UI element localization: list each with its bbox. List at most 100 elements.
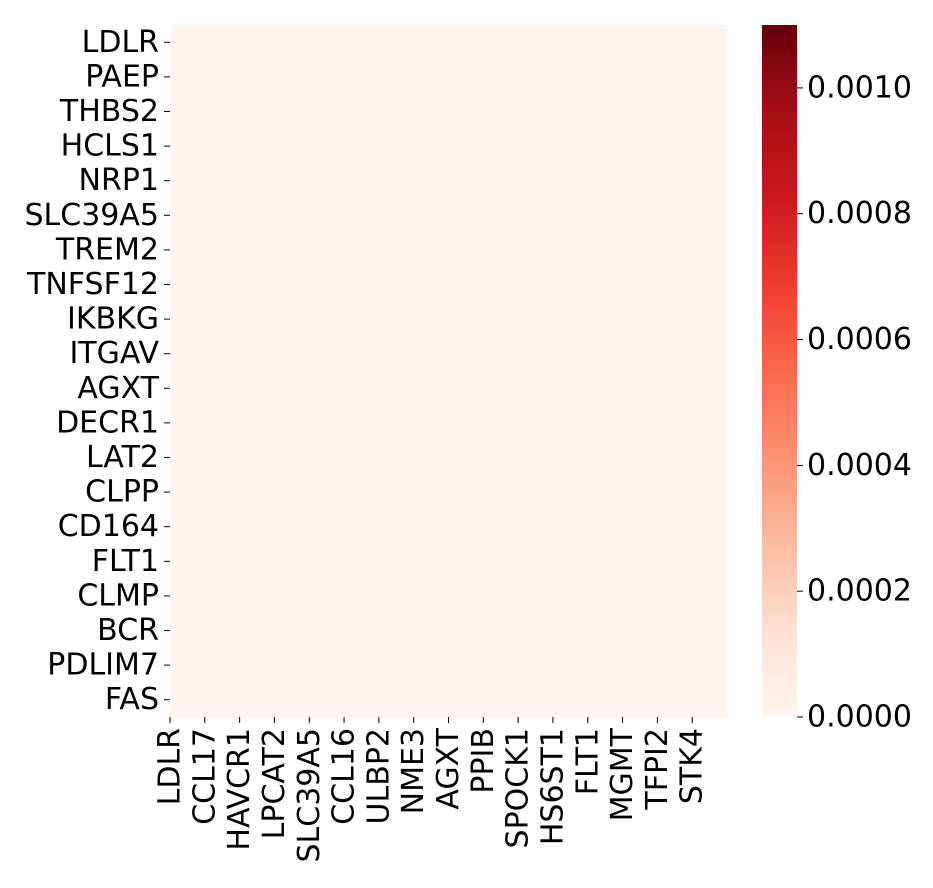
heatmap-cell bbox=[239, 613, 276, 649]
heatmap-cell bbox=[204, 440, 241, 476]
heatmap-cell bbox=[378, 128, 415, 164]
heatmap-cell bbox=[518, 267, 554, 303]
heatmap-cell bbox=[622, 613, 658, 649]
heatmap-cell bbox=[378, 25, 415, 61]
heatmap-cell bbox=[413, 301, 450, 337]
heatmap-cell bbox=[483, 405, 519, 441]
heatmap-cell bbox=[518, 509, 554, 545]
y-tick-label: TREM2 bbox=[55, 232, 159, 267]
heatmap-cell bbox=[309, 232, 345, 268]
heatmap-cell bbox=[274, 128, 310, 164]
x-tick-label: PPIB bbox=[466, 728, 501, 794]
y-tick-label: IKBKG bbox=[67, 302, 159, 337]
heatmap-cell bbox=[587, 544, 624, 580]
heatmap-cell bbox=[692, 613, 728, 649]
heatmap-cell bbox=[483, 440, 519, 476]
heatmap-cell bbox=[622, 336, 658, 372]
heatmap-cell bbox=[204, 59, 241, 95]
x-tick-label: TFPI2 bbox=[640, 728, 675, 811]
heatmap-cell bbox=[518, 440, 554, 476]
heatmap-cell bbox=[483, 163, 519, 199]
heatmap-cell bbox=[170, 163, 206, 199]
heatmap-cell bbox=[170, 128, 206, 164]
heatmap-cell bbox=[344, 128, 380, 164]
heatmap-cell bbox=[552, 25, 589, 61]
heatmap-cell bbox=[204, 198, 241, 234]
heatmap-cell bbox=[344, 336, 380, 372]
heatmap-cell bbox=[448, 371, 484, 407]
heatmap-cell bbox=[170, 198, 206, 234]
heatmap-cell bbox=[204, 613, 241, 649]
heatmap-cell bbox=[378, 440, 415, 476]
heatmap-cell bbox=[309, 336, 345, 372]
x-tick-label: ULBP2 bbox=[361, 728, 396, 824]
heatmap-cell bbox=[483, 474, 519, 510]
heatmap-cell bbox=[657, 94, 693, 130]
heatmap-cell bbox=[483, 232, 519, 268]
heatmap-cell bbox=[413, 267, 450, 303]
heatmap-cell bbox=[448, 613, 484, 649]
x-tick-label: STK4 bbox=[675, 728, 710, 804]
heatmap-cell bbox=[657, 371, 693, 407]
y-tick-label: LAT2 bbox=[86, 440, 159, 475]
heatmap-cell bbox=[170, 405, 206, 441]
y-tick-label: DECR1 bbox=[56, 405, 159, 440]
y-tick-label: FAS bbox=[105, 682, 159, 717]
heatmap-cell bbox=[309, 613, 345, 649]
heatmap-cell bbox=[344, 509, 380, 545]
heatmap-cell bbox=[657, 301, 693, 337]
heatmap-cell bbox=[309, 578, 345, 614]
heatmap-cell bbox=[170, 647, 206, 683]
heatmap-cell bbox=[587, 163, 624, 199]
colorbar-gradient bbox=[762, 25, 797, 717]
y-tick-label: HCLS1 bbox=[61, 129, 159, 164]
heatmap-cell bbox=[309, 94, 345, 130]
heatmap-cell bbox=[692, 647, 728, 683]
heatmap-cell bbox=[274, 59, 310, 95]
heatmap-cell bbox=[170, 509, 206, 545]
heatmap-cell bbox=[518, 371, 554, 407]
heatmap-cell bbox=[239, 405, 276, 441]
heatmap-cell bbox=[518, 59, 554, 95]
heatmap-cell bbox=[344, 647, 380, 683]
heatmap-cell bbox=[378, 682, 415, 718]
heatmap-cell bbox=[274, 198, 310, 234]
heatmap-cells bbox=[170, 25, 728, 718]
heatmap-cell bbox=[448, 509, 484, 545]
heatmap-cell bbox=[274, 647, 310, 683]
heatmap-cell bbox=[518, 474, 554, 510]
heatmap-cell bbox=[552, 59, 589, 95]
heatmap-cell bbox=[378, 509, 415, 545]
heatmap-cell bbox=[239, 336, 276, 372]
heatmap-cell bbox=[622, 59, 658, 95]
x-tick-label: AGXT bbox=[431, 727, 466, 809]
heatmap-cell bbox=[622, 232, 658, 268]
heatmap-cell bbox=[344, 198, 380, 234]
heatmap-cell bbox=[448, 440, 484, 476]
heatmap-cell bbox=[274, 613, 310, 649]
heatmap-cell bbox=[552, 682, 589, 718]
heatmap-cell bbox=[309, 440, 345, 476]
heatmap-cell bbox=[552, 232, 589, 268]
heatmap-cell bbox=[378, 232, 415, 268]
heatmap-cell bbox=[170, 682, 206, 718]
heatmap-cell bbox=[239, 371, 276, 407]
heatmap-cell bbox=[413, 405, 450, 441]
heatmap-cell bbox=[448, 128, 484, 164]
heatmap-cell bbox=[448, 405, 484, 441]
heatmap-cell bbox=[692, 371, 728, 407]
heatmap-cell bbox=[309, 128, 345, 164]
y-tick-label: CLPP bbox=[85, 475, 159, 510]
heatmap-cell bbox=[587, 198, 624, 234]
heatmap-cell bbox=[552, 440, 589, 476]
heatmap-cell bbox=[170, 578, 206, 614]
heatmap-cell bbox=[587, 301, 624, 337]
heatmap-cell bbox=[518, 405, 554, 441]
heatmap-cell bbox=[552, 94, 589, 130]
heatmap-cell bbox=[448, 544, 484, 580]
heatmap-cell bbox=[552, 578, 589, 614]
y-axis: LDLRPAEPTHBS2HCLS1NRP1SLC39A5TREM2TNFSF1… bbox=[25, 25, 170, 717]
heatmap-cell bbox=[448, 301, 484, 337]
heatmap-cell bbox=[204, 163, 241, 199]
heatmap-cell bbox=[587, 128, 624, 164]
